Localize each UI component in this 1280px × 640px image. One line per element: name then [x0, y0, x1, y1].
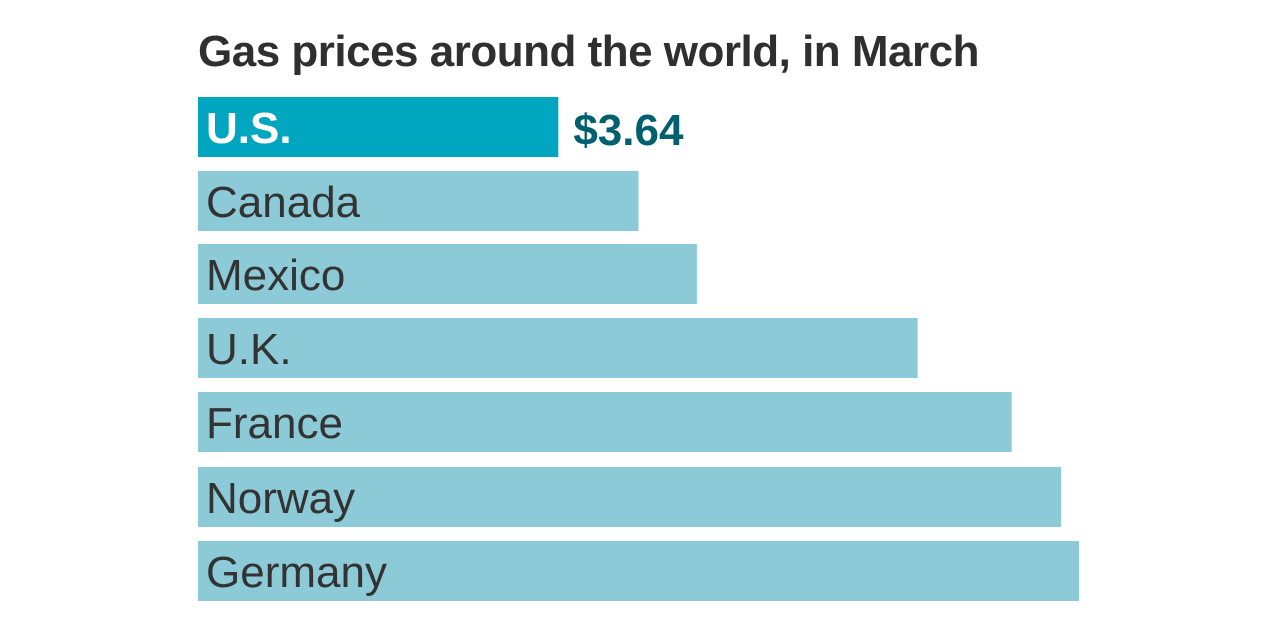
bar-label-mexico: Mexico	[206, 251, 345, 300]
bar-label-uk: U.K.	[206, 325, 292, 374]
bar-germany	[198, 541, 1079, 601]
bar-norway	[198, 467, 1062, 527]
bar-mexico	[198, 244, 697, 304]
value-label-us: $3.64	[573, 106, 684, 155]
bar-label-us: U.S.	[206, 104, 292, 153]
bar-canada	[198, 171, 639, 231]
bar-label-germany: Germany	[206, 548, 387, 597]
bar-label-norway: Norway	[206, 474, 355, 523]
bar-uk	[198, 318, 918, 378]
chart-title: Gas prices around the world, in March	[198, 27, 980, 76]
bar-france	[198, 392, 1012, 452]
bar-label-canada: Canada	[206, 178, 361, 227]
bar-label-france: France	[206, 399, 343, 448]
bar-us	[198, 97, 559, 157]
